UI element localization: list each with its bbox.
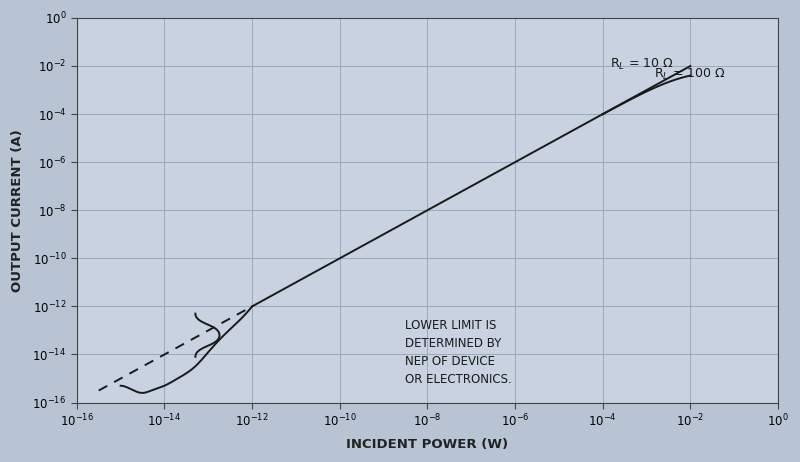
Y-axis label: OUTPUT CURRENT (A): OUTPUT CURRENT (A) — [11, 129, 24, 292]
Text: LOWER LIMIT IS
DETERMINED BY
NEP OF DEVICE
OR ELECTRONICS.: LOWER LIMIT IS DETERMINED BY NEP OF DEVI… — [405, 319, 511, 386]
X-axis label: INCIDENT POWER (W): INCIDENT POWER (W) — [346, 438, 509, 451]
Text: R$_L$ = 10 Ω: R$_L$ = 10 Ω — [610, 57, 674, 72]
Text: R$_L$ = 100 Ω: R$_L$ = 100 Ω — [654, 67, 726, 82]
